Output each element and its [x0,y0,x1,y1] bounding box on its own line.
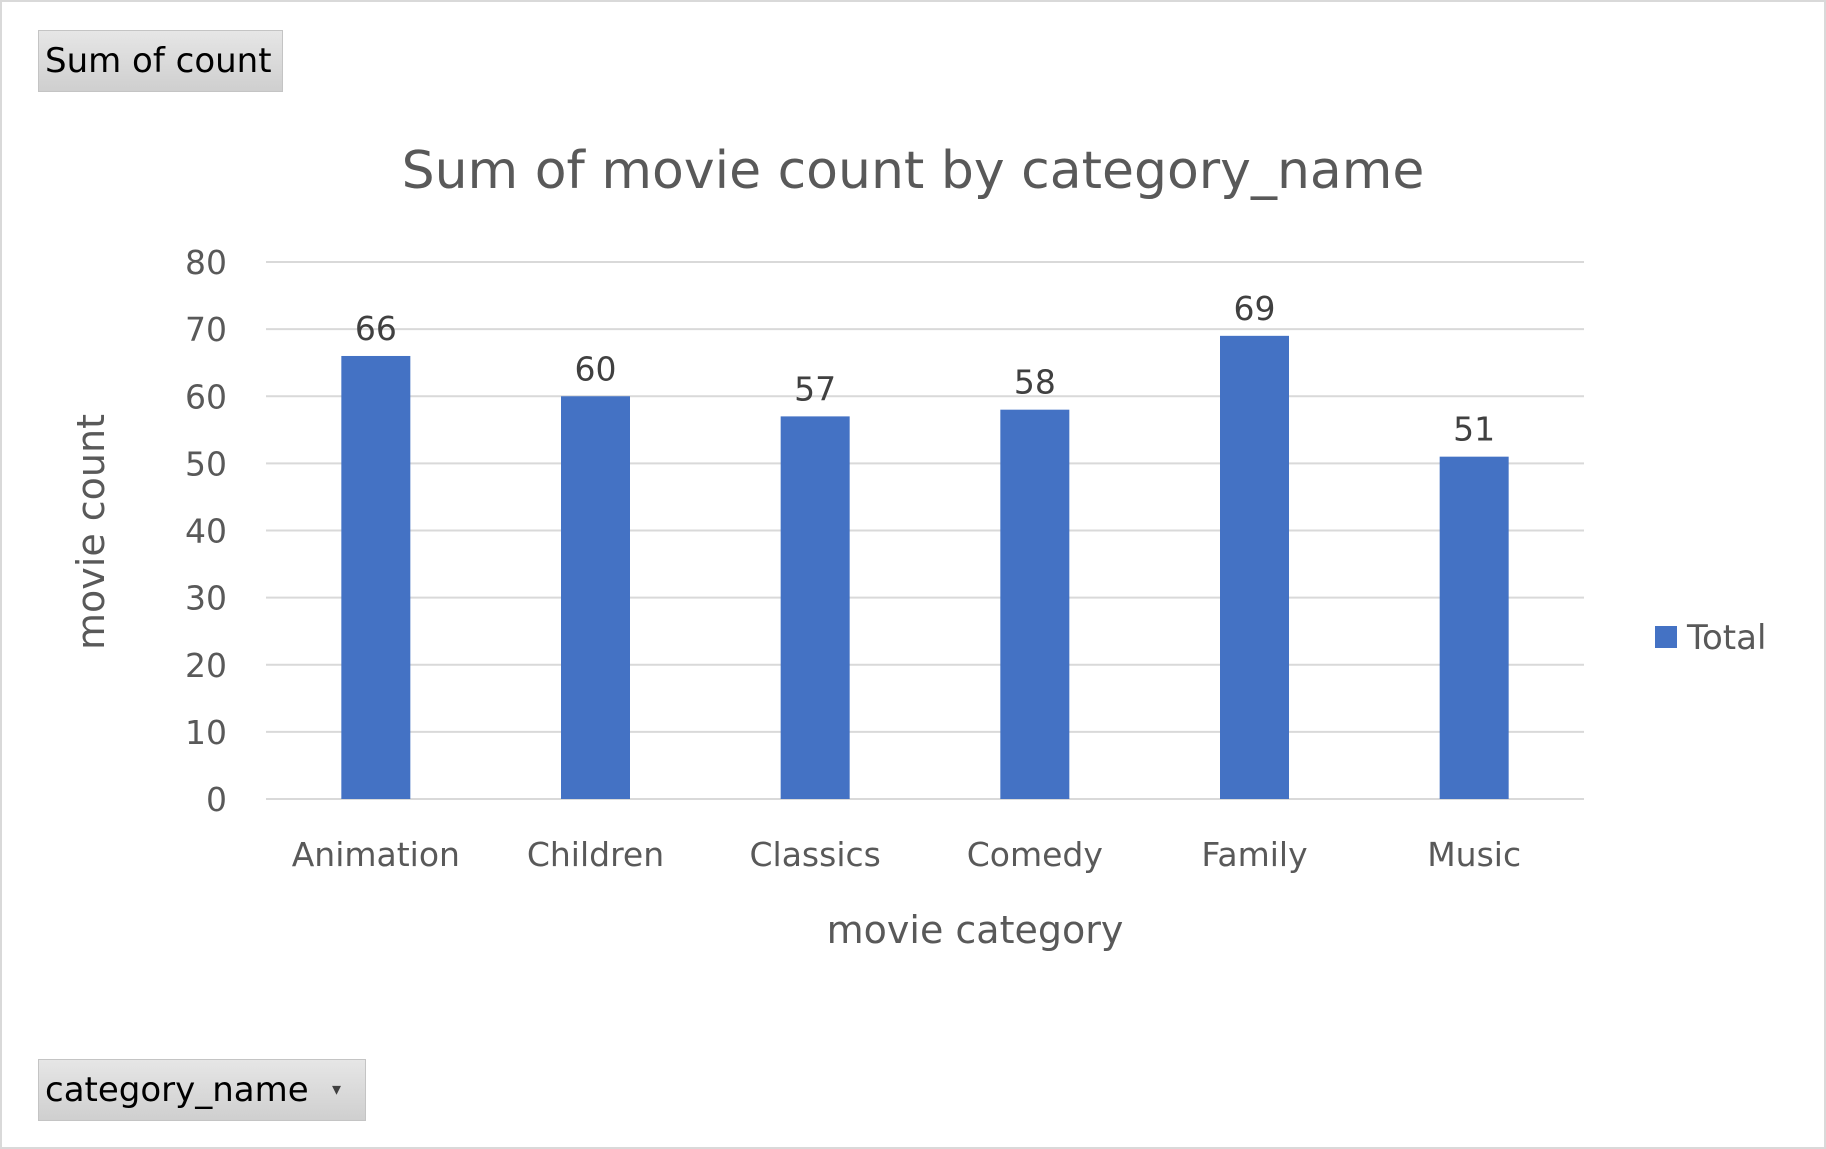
chart-title: Sum of movie count by category_name [402,141,1425,201]
gridlines [266,261,1584,800]
x-tick-label: Children [527,835,664,874]
y-tick-label: 0 [206,780,227,819]
bar-comedy[interactable] [1000,409,1070,799]
data-label: 58 [1014,363,1056,402]
bar-classics[interactable] [780,416,850,799]
bar-animation[interactable] [341,355,411,799]
legend-label: Total [1686,618,1766,658]
y-tick-label: 20 [185,646,227,685]
bars [341,335,1509,799]
bar-children[interactable] [561,396,630,799]
data-labels: 66 60 57 58 69 51 [355,289,1495,449]
x-axis-title: movie category [827,908,1124,952]
data-label: 66 [355,309,397,348]
x-tick-label: Comedy [967,835,1103,874]
x-axis-ticks: Animation Children Classics Comedy Family Mus… [292,835,1521,874]
data-label: 60 [575,349,617,388]
dropdown-arrow-icon[interactable]: ▾ [331,1079,341,1100]
y-tick-label: 30 [185,579,227,618]
x-tick-label: Classics [750,835,881,874]
data-label: 57 [794,369,836,408]
y-tick-label: 60 [185,377,227,416]
x-tick-label: Family [1201,835,1307,874]
y-tick-label: 70 [185,310,227,349]
axis-field-label: category_name [45,1070,309,1110]
bar-music[interactable] [1439,456,1509,799]
value-field-label: Sum of count [45,41,272,81]
legend-swatch [1655,626,1677,648]
value-field-button[interactable]: Sum of count [38,30,283,92]
bar-family[interactable] [1220,335,1289,799]
y-axis-title: movie count [69,414,113,650]
y-tick-label: 40 [185,512,227,551]
axis-field-button[interactable]: category_name ▾ [38,1059,366,1121]
y-tick-label: 80 [185,243,227,282]
y-axis-ticks: 0 10 20 30 40 50 60 70 80 [185,243,227,819]
data-label: 51 [1453,410,1495,449]
x-tick-label: Music [1427,835,1521,874]
y-tick-label: 10 [185,713,227,752]
y-tick-label: 50 [185,444,227,483]
data-label: 69 [1234,289,1276,328]
x-tick-label: Animation [292,835,460,874]
legend: Total [1655,618,1766,658]
